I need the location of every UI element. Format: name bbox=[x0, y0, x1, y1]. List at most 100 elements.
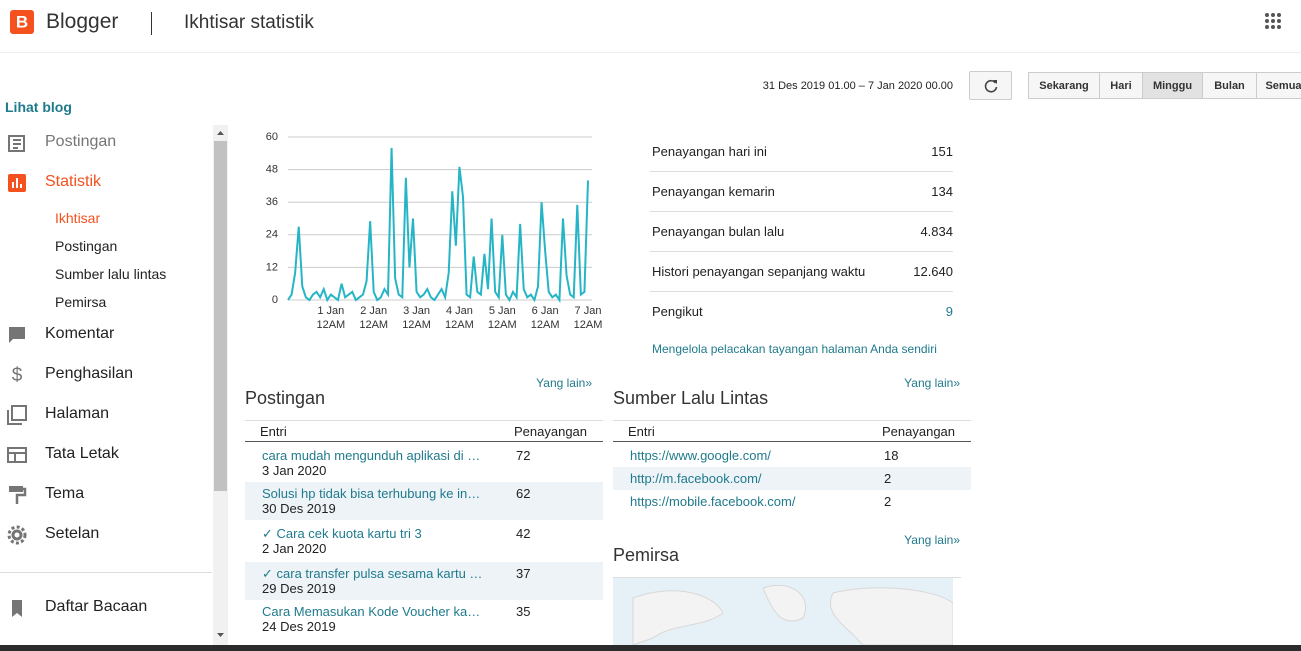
section-title: Postingan bbox=[245, 388, 326, 408]
apps-icon[interactable] bbox=[1265, 13, 1281, 29]
x-tick-label: 5 Jan 12AM bbox=[487, 305, 517, 331]
stat-label: Penayangan bulan lalu bbox=[652, 224, 785, 239]
section-title: Sumber Lalu Lintas bbox=[613, 388, 769, 408]
refresh-button[interactable] bbox=[969, 71, 1012, 100]
separator bbox=[613, 577, 961, 578]
manage-link[interactable]: Mengelola pelacakan tayangan halaman And… bbox=[652, 342, 937, 356]
menu-item[interactable]: Halaman bbox=[45, 405, 110, 422]
entry-date: 3 Jan 2020 bbox=[262, 463, 327, 478]
svg-text:$: $ bbox=[12, 365, 23, 385]
table-row bbox=[245, 562, 603, 600]
entry-date: 29 Des 2019 bbox=[262, 581, 336, 596]
stat-value: 12.640 bbox=[913, 264, 953, 279]
view-blog-link[interactable]: Lihat blog bbox=[5, 99, 72, 115]
menu-item[interactable]: Postingan bbox=[45, 133, 117, 150]
period-button[interactable]: Sekarang bbox=[1028, 72, 1100, 99]
world-map bbox=[613, 578, 953, 645]
menu-icon: $ bbox=[12, 365, 23, 385]
entry-link[interactable]: ✓ cara transfer pulsa sesama kartu … bbox=[262, 566, 483, 581]
header-line bbox=[613, 441, 971, 442]
menu-icon bbox=[9, 486, 27, 504]
top-bar bbox=[0, 0, 1301, 53]
stat-value: 151 bbox=[931, 144, 953, 159]
divider bbox=[151, 12, 152, 35]
entry-views: 35 bbox=[516, 604, 531, 619]
stat-label: Pengikut bbox=[652, 304, 703, 319]
y-tick-label: 12 bbox=[266, 261, 278, 273]
entry-link[interactable]: Cara Memasukan Kode Voucher ka… bbox=[262, 604, 481, 619]
x-tick-label: 4 Jan 12AM bbox=[445, 305, 474, 331]
y-tick-label: 36 bbox=[266, 196, 278, 208]
entry-views: 2 bbox=[884, 494, 892, 509]
separator bbox=[613, 420, 971, 421]
y-tick-label: 24 bbox=[266, 229, 278, 241]
entry-date: 2 Jan 2020 bbox=[262, 541, 327, 556]
entry-link[interactable]: https://www.google.com/ bbox=[630, 448, 771, 463]
x-tick-label: 3 Jan 12AM bbox=[402, 305, 431, 331]
more-link[interactable]: Yang lain» bbox=[904, 533, 960, 547]
stat-value: 4.834 bbox=[920, 224, 953, 239]
entry-link[interactable]: Solusi hp tidak bisa terhubung ke in… bbox=[262, 486, 481, 501]
y-tick-label: 48 bbox=[266, 164, 278, 176]
column-header: Entri bbox=[628, 424, 655, 439]
period-button[interactable]: Bulan bbox=[1202, 72, 1257, 99]
bottom-bar bbox=[0, 645, 1301, 651]
period-button[interactable]: Semua bbox=[1256, 72, 1301, 99]
header-line bbox=[245, 441, 603, 442]
column-header: Entri bbox=[260, 424, 287, 439]
chart-area: 0 12 24 36 48 60 1 Jan 12AM 2 Jan 12AM 3 Jan 12… bbox=[240, 125, 615, 335]
more-link[interactable]: Yang lain» bbox=[536, 376, 592, 390]
stat-value: 134 bbox=[931, 184, 953, 199]
data-line bbox=[287, 147, 589, 304]
stat-value[interactable]: 9 bbox=[945, 304, 953, 319]
entry-views: 72 bbox=[516, 448, 531, 463]
submenu-item[interactable]: Postingan bbox=[55, 238, 118, 254]
svg-text:B: B bbox=[16, 12, 28, 31]
period-button[interactable]: Hari bbox=[1099, 72, 1143, 99]
x-tick-label: 7 Jan 12AM bbox=[573, 305, 603, 331]
separator bbox=[650, 211, 953, 212]
menu-icon bbox=[8, 135, 25, 152]
x-tick-label: 1 Jan 12AM bbox=[316, 305, 346, 331]
separator bbox=[650, 291, 953, 292]
menu-item[interactable]: Komentar bbox=[45, 325, 115, 342]
entry-link[interactable]: https://mobile.facebook.com/ bbox=[630, 494, 796, 509]
scrollbar-thumb[interactable] bbox=[214, 141, 227, 491]
more-link[interactable]: Yang lain» bbox=[904, 376, 960, 390]
menu-item[interactable]: Daftar Bacaan bbox=[45, 598, 148, 615]
separator bbox=[0, 572, 212, 573]
submenu-item[interactable]: Sumber lalu lintas bbox=[55, 266, 167, 282]
menu-icon bbox=[8, 174, 26, 192]
menu-icon bbox=[9, 327, 25, 343]
period-button[interactable]: Minggu bbox=[1142, 72, 1203, 99]
submenu-item[interactable]: Pemirsa bbox=[55, 294, 107, 310]
menu-item[interactable]: Tema bbox=[45, 485, 85, 502]
y-tick-label: 0 bbox=[272, 294, 278, 306]
menu-item[interactable]: Penghasilan bbox=[45, 365, 134, 382]
entry-link[interactable]: ✓ Cara cek kuota kartu tri 3 bbox=[262, 526, 422, 541]
entry-views: 18 bbox=[884, 448, 899, 463]
scroll-arrows[interactable] bbox=[213, 125, 228, 645]
menu-item[interactable]: Tata Letak bbox=[45, 445, 119, 462]
separator bbox=[650, 171, 953, 172]
menu-item[interactable]: Statistik bbox=[45, 173, 102, 190]
section-title: Pemirsa bbox=[613, 545, 680, 565]
stat-label: Penayangan kemarin bbox=[652, 184, 775, 199]
menu-item[interactable]: Setelan bbox=[45, 525, 100, 542]
separator bbox=[245, 420, 603, 421]
line-chart: 0 12 24 36 48 60 bbox=[266, 131, 592, 306]
entry-link[interactable]: cara mudah mengunduh aplikasi di … bbox=[262, 448, 481, 463]
entry-views: 42 bbox=[516, 526, 531, 541]
y-tick-label: 60 bbox=[266, 131, 278, 143]
column-header: Penayangan bbox=[882, 424, 956, 439]
x-tick-label: 6 Jan 12AM bbox=[530, 305, 560, 331]
table-row bbox=[245, 482, 603, 520]
entry-date: 24 Des 2019 bbox=[262, 619, 336, 634]
logo-text[interactable]: Blogger bbox=[46, 10, 119, 33]
submenu-item[interactable]: Ikhtisar bbox=[55, 210, 101, 226]
entry-link[interactable]: http://m.facebook.com/ bbox=[630, 471, 762, 486]
blogger-logo-icon[interactable]: B bbox=[10, 10, 34, 34]
menu-icon bbox=[7, 525, 27, 545]
x-tick-label: 2 Jan 12AM bbox=[359, 305, 389, 331]
